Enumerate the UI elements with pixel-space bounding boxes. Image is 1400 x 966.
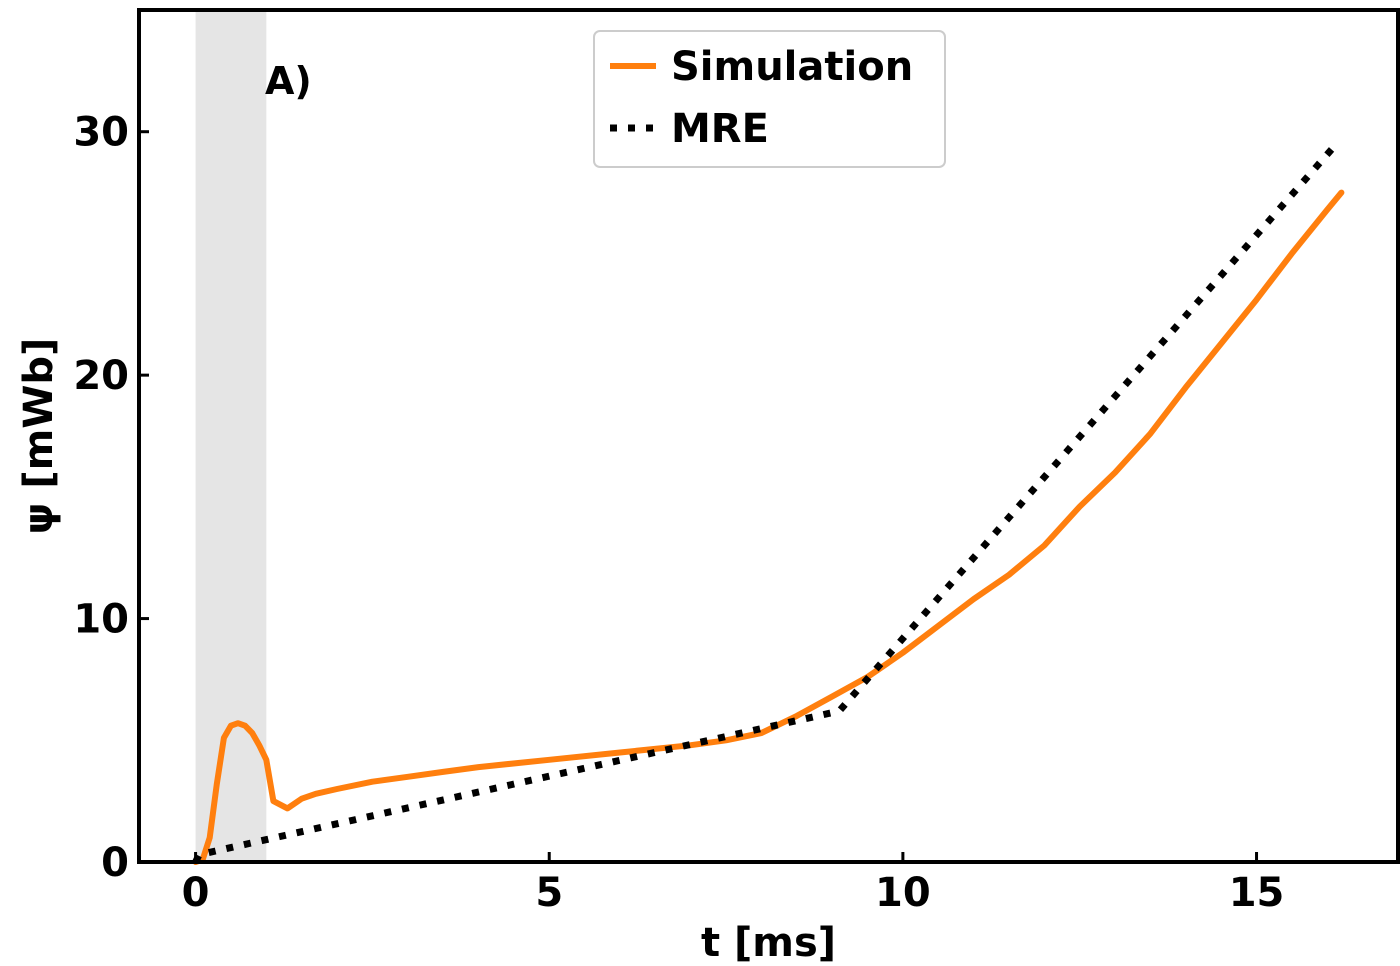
series-layer [192, 143, 1345, 865]
x-tick-label: 10 [875, 870, 931, 916]
legend-label-simulation: Simulation [671, 44, 913, 90]
y-tick-label: 30 [73, 110, 129, 156]
legend-box [593, 30, 946, 168]
y-axis-ticks: 0 10 20 30 [73, 110, 149, 886]
legend-label-mre: MRE [671, 106, 769, 152]
x-axis-label: t [ms] [701, 920, 836, 966]
y-axis-label: ψ [mWb] [16, 338, 62, 535]
series-line-mre [192, 143, 1337, 864]
x-tick-label: 0 [182, 870, 210, 916]
y-tick-label: 10 [73, 597, 129, 643]
panel-label: A) [265, 59, 312, 103]
x-tick-label: 5 [535, 870, 563, 916]
plot-frame [137, 8, 1400, 864]
series-line-simulation [192, 189, 1345, 865]
y-tick-label: 0 [101, 840, 129, 886]
y-tick-label: 20 [73, 353, 129, 399]
shaded-region [195, 10, 267, 862]
x-tick-label: 15 [1229, 870, 1285, 916]
shaded-region-layer [195, 10, 267, 862]
legend: Simulation MRE [593, 30, 946, 168]
x-axis-ticks: 0 5 10 15 [182, 852, 1285, 916]
